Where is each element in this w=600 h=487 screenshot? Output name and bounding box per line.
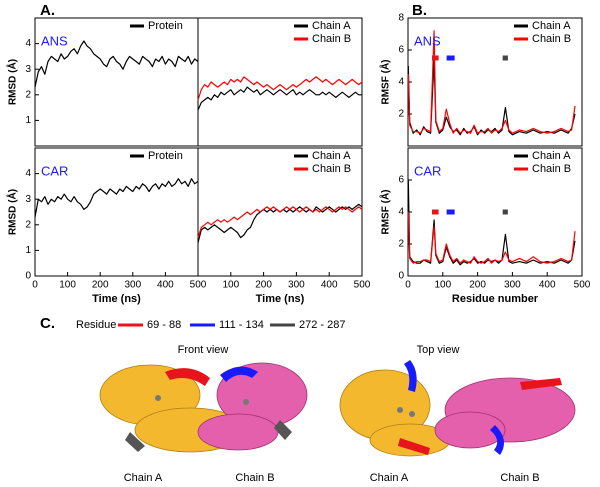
- panel-label: A.: [40, 2, 55, 19]
- legend-label: Chain A: [532, 150, 571, 162]
- y-tick-label: 3: [25, 64, 31, 75]
- y-tick-label: 4: [398, 77, 404, 88]
- chain-label: Chain B: [500, 472, 539, 484]
- x-tick-label: 300: [124, 280, 141, 291]
- chain-label: Chain A: [370, 472, 409, 484]
- y-tick-label: 1: [25, 115, 31, 126]
- y-tick-label: 4: [398, 207, 404, 218]
- residue-range: [502, 55, 508, 61]
- x-tick-label: 200: [469, 280, 486, 291]
- y-axis-label: RMSD (Å): [6, 189, 19, 235]
- y-axis-label: RMSF (Å): [379, 60, 392, 105]
- plot-frame: [197, 147, 363, 277]
- x-axis-label: Residue number: [452, 293, 539, 305]
- panel-label: B.: [412, 2, 427, 19]
- x-tick-label: 200: [255, 280, 272, 291]
- legend-label: Chain A: [312, 20, 351, 32]
- legend-label: 69 - 88: [147, 319, 181, 331]
- y-tick-label: 2: [25, 89, 31, 100]
- annotation: ANS: [41, 33, 68, 48]
- x-tick-label: 100: [59, 280, 76, 291]
- y-tick-label: 2: [398, 239, 404, 250]
- x-tick-label: 100: [222, 280, 239, 291]
- series-line: [407, 179, 576, 266]
- x-tick-label: 500: [574, 280, 591, 291]
- chain-label: Chain A: [124, 472, 163, 484]
- y-axis-label: RMSF (Å): [379, 190, 392, 235]
- series-line: [197, 76, 363, 101]
- residue-range: [432, 55, 439, 61]
- x-axis-label: Time (ns): [256, 293, 305, 305]
- series-line: [197, 206, 363, 238]
- y-tick-label: 0: [25, 271, 31, 282]
- legend-label: Protein: [148, 20, 183, 32]
- view-title: Front view: [178, 344, 229, 356]
- x-tick-label: 500: [190, 280, 207, 291]
- legend-label: Chain B: [312, 163, 351, 175]
- series-line: [407, 211, 576, 264]
- legend-label: Chain B: [312, 33, 351, 45]
- annotation: ANS: [414, 33, 441, 48]
- legend-label: 111 - 134: [219, 319, 264, 331]
- y-tick-label: 2: [398, 109, 404, 120]
- legend-label: Chain B: [532, 163, 571, 175]
- series-line: [407, 30, 576, 134]
- residue-range: [446, 55, 455, 61]
- legend-title: Residue: [76, 319, 116, 331]
- y-tick-label: 2: [25, 219, 31, 230]
- view-title: Top view: [417, 344, 460, 356]
- y-tick-label: 6: [398, 175, 404, 186]
- y-tick-label: 3: [25, 194, 31, 205]
- y-tick-label: 4: [25, 168, 31, 179]
- y-tick-label: 0: [398, 271, 404, 282]
- series-line: [34, 178, 199, 218]
- annotation: CAR: [414, 163, 441, 178]
- x-tick-label: 300: [288, 280, 305, 291]
- chain-label: Chain B: [235, 472, 274, 484]
- residue-range: [446, 209, 455, 215]
- y-tick-label: 8: [398, 13, 404, 24]
- legend-label: Protein: [148, 150, 183, 162]
- series-line: [407, 59, 576, 136]
- x-tick-label: 400: [321, 280, 338, 291]
- legend-label: Chain B: [532, 33, 571, 45]
- x-tick-label: 300: [504, 280, 521, 291]
- panel-label: C.: [40, 315, 55, 332]
- x-tick-label: 400: [157, 280, 174, 291]
- y-tick-label: 6: [398, 45, 404, 56]
- x-tick-label: 500: [354, 280, 371, 291]
- residue-range: [502, 209, 508, 215]
- series-line: [197, 86, 362, 111]
- x-tick-label: 0: [405, 280, 411, 291]
- x-axis-label: Time (ns): [92, 293, 141, 305]
- protein-front: [99, 362, 308, 453]
- legend-label: Chain A: [312, 150, 351, 162]
- annotation: CAR: [41, 163, 68, 178]
- series-line: [197, 203, 363, 243]
- series-line: [34, 40, 199, 88]
- legend-label: 272 - 287: [299, 319, 345, 331]
- x-tick-label: 100: [434, 280, 451, 291]
- x-tick-label: 0: [32, 280, 38, 291]
- residue-range: [432, 209, 439, 215]
- x-tick-label: 400: [539, 280, 556, 291]
- y-tick-label: 4: [25, 38, 31, 49]
- y-tick-label: 1: [25, 245, 31, 256]
- protein-top: [339, 360, 576, 457]
- y-axis-label: RMSD (Å): [6, 59, 19, 105]
- x-tick-label: 200: [92, 280, 109, 291]
- legend-label: Chain A: [532, 20, 571, 32]
